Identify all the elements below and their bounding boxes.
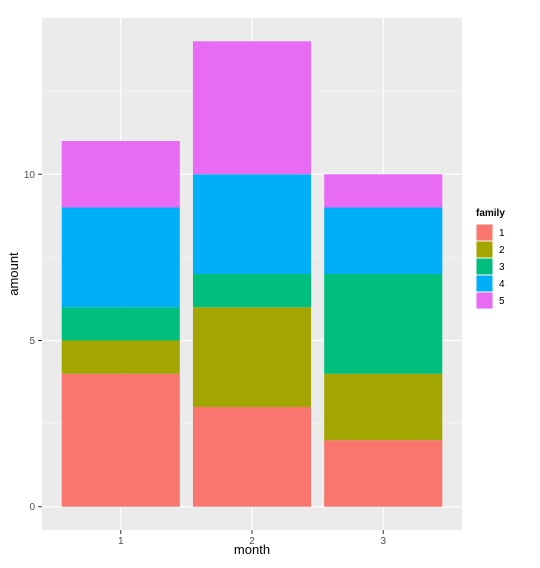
bar-month-3-family-1 (324, 440, 443, 507)
bar-month-1-family-3 (61, 307, 180, 341)
y-tick-label: 0 (29, 502, 35, 513)
legend-swatch-2 (476, 241, 493, 258)
bar-month-2-family-5 (192, 41, 312, 175)
legend-swatch-4 (476, 275, 493, 292)
bar-month-2-family-2 (192, 307, 312, 407)
x-axis-title: month (234, 542, 270, 557)
legend-swatch-5 (476, 292, 493, 309)
legend-swatch-3 (476, 258, 493, 275)
x-tick-label: 3 (380, 536, 386, 547)
y-axis-title: amount (6, 252, 21, 296)
bar-month-2-family-3 (192, 274, 312, 308)
bar-month-3-family-5 (324, 174, 443, 208)
bar-month-1-family-1 (61, 373, 180, 507)
legend-label-2: 2 (499, 245, 505, 256)
legend-label-4: 4 (499, 279, 505, 290)
bar-month-1-family-2 (61, 340, 180, 374)
legend-label-5: 5 (499, 296, 505, 307)
x-axis-ticks: 1 2 3 (118, 530, 386, 547)
bar-month-3-family-3 (324, 274, 443, 374)
legend-label-3: 3 (499, 262, 505, 273)
legend-label-1: 1 (499, 228, 505, 239)
y-axis-ticks: 0 5 10 (24, 170, 42, 513)
bar-month-1-family-4 (61, 207, 180, 308)
y-tick-label: 5 (29, 336, 35, 347)
legend-title: family (476, 208, 505, 219)
x-tick-label: 1 (118, 536, 124, 547)
bar-month-3-family-2 (324, 373, 443, 441)
bar-month-3-family-4 (324, 207, 443, 274)
bar-month-2-family-1 (192, 406, 312, 507)
legend-swatch-1 (476, 224, 493, 241)
x-tick-label: 2 (249, 536, 255, 547)
y-tick-label: 10 (24, 170, 36, 181)
bars (61, 41, 443, 507)
bar-month-2-family-4 (192, 174, 312, 274)
legend: family 1 2 3 4 5 (475, 208, 505, 310)
bar-month-1-family-5 (61, 141, 180, 208)
